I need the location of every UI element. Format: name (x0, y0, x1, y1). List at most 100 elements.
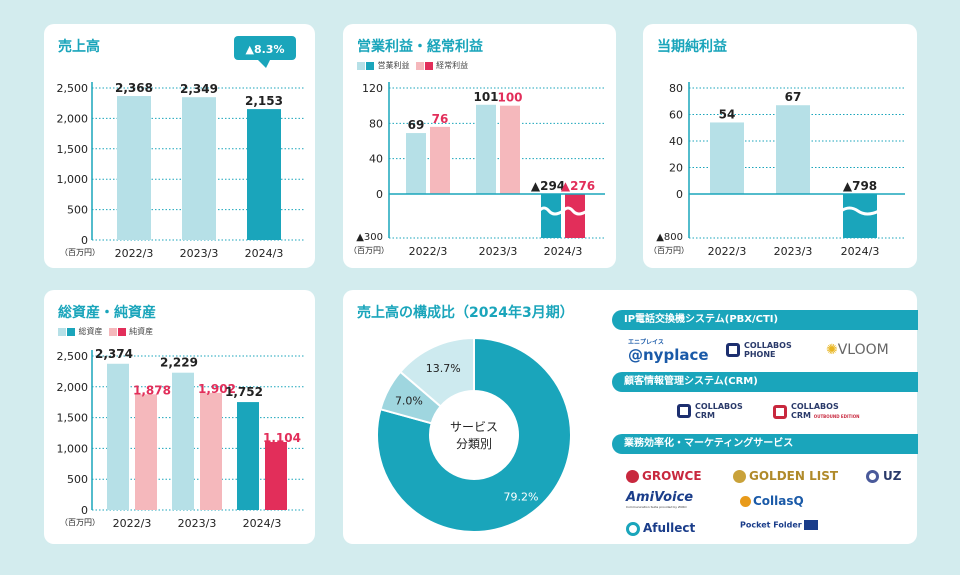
sales-chart: （百万円）0 500 1,000 1,500 2,000 2,500 2,368 2022/3… (57, 36, 304, 260)
純資産-label: 1,902 (198, 382, 236, 396)
composition-card: 売上高の構成比（2024年3月期） 79.2% 7.0% 13.7% サービス分類別 (343, 290, 917, 544)
collabos-mark-icon (726, 343, 740, 357)
donut-slice-label: 7.0% (395, 394, 423, 407)
net-income-label: 54 (719, 107, 736, 121)
sales-value-label: 2,153 (245, 94, 283, 108)
y-tick-label: 1,000 (57, 442, 89, 455)
collasq-logo: CollasQ (740, 494, 804, 508)
y-tick-label: 0 (376, 188, 383, 201)
総資産-label: 2,374 (95, 347, 133, 361)
純資産-label: 1,104 (263, 431, 301, 445)
net-income-title: 当期純利益 (657, 39, 727, 55)
営業利益-bar (406, 133, 426, 194)
純資産-bar (265, 441, 287, 510)
純資産-bar (200, 392, 222, 510)
経常利益-label: 76 (432, 112, 449, 126)
golden-list-logo: GOLDEN LIST (733, 469, 838, 483)
経常利益-label: 100 (497, 91, 522, 105)
y-tick-label: 2,000 (57, 381, 89, 394)
sales-bar-2023/3 (182, 97, 216, 240)
sales-bar-2022/3 (117, 96, 151, 240)
y-tick-label: 40 (669, 135, 683, 148)
y-tick-label: 0 (81, 234, 88, 247)
x-tick-label: 2022/3 (115, 247, 154, 260)
総資産-label: 2,229 (160, 356, 198, 370)
x-tick-label: 2024/3 (245, 247, 284, 260)
donut-slice (376, 336, 572, 533)
net-income-bar (710, 122, 744, 194)
assets-title: 総資産・純資産 (58, 305, 156, 321)
総資産-bar (172, 372, 194, 510)
y-tick-label: 500 (67, 473, 88, 486)
donut-center-label: 分類別 (456, 437, 492, 451)
collabos-crm-outbound-logo: COLLABOS CRM OUTBOUND EDITION (773, 402, 859, 421)
net-income-bar (776, 105, 810, 194)
donut-center-label: サービス (450, 420, 498, 434)
efficiency-header: 業務効率化・マーケティングサービス (612, 434, 918, 454)
afullect-mark-icon (626, 521, 640, 536)
collasq-mark-icon (740, 496, 751, 507)
sales-bar-2024/3 (247, 109, 281, 241)
y-tick-label: 0 (81, 504, 88, 517)
x-tick-label: 2024/3 (841, 245, 880, 258)
anyplace-logo: エニプレイス @nyplace (628, 339, 709, 364)
unit-label: （百万円） (60, 518, 100, 527)
sales-card: 売上高 （百万円） 0 500 1,000 1,500 2,000 2,500 2,368 20… (44, 24, 315, 268)
collabos-mark-icon (773, 404, 787, 419)
pbx-header: IP電話交換機システム(PBX/CTI) (612, 310, 918, 330)
unit-label: （百万円） (349, 246, 389, 255)
afullect-logo: Afullect (626, 521, 695, 536)
unit-label: （百万円） (60, 248, 100, 257)
営業利益-label: ▲294 (531, 179, 565, 193)
collabos-phone-logo: COLLABOS PHONE (726, 341, 792, 359)
y-tick-label: 1,000 (57, 173, 89, 186)
営業利益-bar (541, 194, 561, 238)
y-min-label: ▲300 (356, 232, 383, 243)
総資産-label: 1,752 (225, 385, 263, 399)
y-tick-label: 1,500 (57, 143, 89, 156)
経常利益-bar (565, 194, 585, 238)
y-tick-label: 2,500 (57, 82, 89, 95)
総資産-bar (237, 402, 259, 510)
経常利益-bar (500, 105, 520, 194)
y-tick-label: 1,500 (57, 412, 89, 425)
axis-break-mark (537, 206, 564, 216)
assets-card: 総資産・純資産 総資産 純資産 （百万円） 0 500 1,000 1,500 2,000… (44, 290, 315, 544)
golden-list-badge-icon (733, 470, 746, 483)
x-tick-label: 2022/3 (113, 517, 152, 530)
y-tick-label: 120 (362, 82, 383, 95)
sales-value-label: 2,349 (180, 82, 218, 96)
donut-slice (398, 336, 475, 408)
callout-label: ▲8.3% (246, 43, 285, 56)
collabos-mark-icon (677, 404, 691, 418)
growce-logo: GROWCE (626, 469, 702, 483)
net-income-card: 当期純利益 0 20 40 60 80 ▲800 （百万円） 54 2022/3 67 2023/3… (643, 24, 917, 268)
axis-break-mark (840, 206, 880, 216)
growce-badge-icon (626, 470, 639, 483)
net-income-chart: 0 20 40 60 80 ▲800 （百万円） 54 2022/3 67 2023/3 ▲798 20… (649, 82, 905, 258)
y-tick-label: 2,000 (57, 112, 89, 125)
y-tick-label: 2,500 (57, 350, 89, 363)
営業利益-label: 69 (408, 118, 425, 132)
y-tick-label: 20 (669, 162, 683, 175)
uz-ring-icon (866, 470, 879, 483)
総資産-bar (107, 363, 129, 510)
donut-slice-label: 13.7% (426, 362, 461, 375)
callout-pointer (258, 60, 270, 68)
sales-value-label: 2,368 (115, 81, 153, 95)
assets-chart: （百万円）0 500 1,000 1,500 2,000 2,500 2,374 1,878 2… (57, 347, 304, 530)
amivoice-logo: AmiVoice Communication Suite provided by… (626, 490, 694, 509)
y-min-label: ▲800 (656, 232, 683, 243)
profit-card: 営業利益・経常利益 営業利益 経常利益 0 40 80 120 ▲300 （百万円） 69 7… (343, 24, 616, 268)
y-tick-label: 500 (67, 204, 88, 217)
vloom-logo: ✺VLOOM (826, 342, 889, 358)
y-tick-label: 0 (676, 188, 683, 201)
sales-title: 売上高 (58, 39, 100, 55)
y-tick-label: 40 (369, 153, 383, 166)
donut-slice-label: 79.2% (504, 491, 539, 504)
assets-legend: 総資産 純資産 (58, 326, 153, 337)
composition-title: 売上高の構成比（2024年3月期） (357, 305, 574, 321)
pocket-folder-logo: Pocket Folder (740, 520, 818, 530)
